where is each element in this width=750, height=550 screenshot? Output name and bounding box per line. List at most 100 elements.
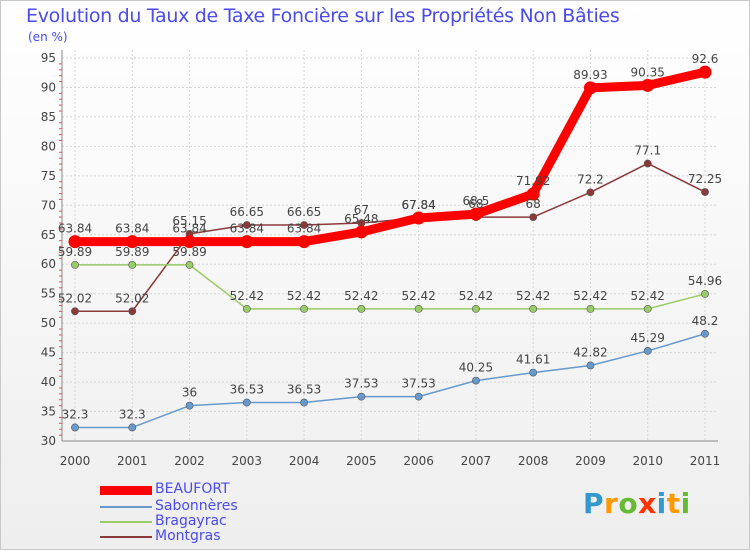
series-line-sabonnères (74, 333, 706, 429)
legend-label-sabonneres: Sabonnères (155, 498, 238, 514)
x-tick-label: 2010 (632, 454, 663, 468)
data-label: 63.84 (58, 222, 92, 236)
data-label: 54.96 (688, 274, 722, 288)
x-tick-label: 2005 (346, 454, 377, 468)
data-point (529, 368, 538, 377)
data-label: 65.15 (172, 214, 206, 228)
data-label: 40.25 (459, 361, 493, 375)
data-point (71, 307, 79, 316)
y-tick-label: 35 (41, 405, 56, 419)
data-point (240, 235, 254, 249)
data-point (414, 392, 423, 401)
x-tick-label: 2006 (403, 454, 434, 468)
chart-unit-label: (en %) (28, 30, 68, 44)
data-label: 67 (354, 203, 369, 217)
data-label: 52.42 (287, 289, 321, 303)
logo-letter: o (618, 487, 639, 520)
data-label: 72.25 (688, 172, 722, 186)
data-label: 32.3 (119, 407, 146, 421)
x-tick-label: 2004 (289, 454, 320, 468)
data-point (297, 235, 311, 249)
data-point (469, 207, 483, 221)
data-label: 66.65 (230, 205, 264, 219)
y-tick-label: 45 (41, 346, 56, 360)
data-label: 89.93 (573, 68, 607, 82)
data-point (128, 260, 137, 269)
data-label: 52.02 (58, 291, 92, 305)
y-tick-label: 65 (41, 228, 56, 242)
data-point (643, 304, 652, 313)
data-point (128, 423, 137, 432)
data-point (185, 260, 194, 269)
data-point (641, 78, 655, 92)
data-label: 71.92 (516, 174, 550, 188)
series-line-beaufort (70, 67, 710, 247)
logo-letter: x (638, 487, 657, 520)
data-label: 45.29 (631, 331, 665, 345)
data-point (242, 398, 251, 407)
data-label: 48.2 (692, 314, 719, 328)
x-tick-label: 2000 (60, 454, 91, 468)
chart-title: Evolution du Taux de Taxe Foncière sur l… (26, 5, 620, 27)
y-tick-label: 50 (41, 316, 56, 330)
data-point (701, 188, 709, 196)
y-tick-label: 80 (41, 139, 56, 153)
data-label: 41.61 (516, 353, 550, 367)
data-point (357, 392, 366, 401)
data-label: 90.35 (631, 65, 665, 79)
legend-swatch-montgras (100, 536, 152, 538)
data-point (526, 187, 540, 201)
data-label: 72.2 (577, 172, 604, 186)
data-point (300, 398, 308, 407)
data-label: 67.84 (401, 198, 435, 212)
data-label: 36.53 (230, 383, 264, 397)
legend-label-bragayrac: Bragayrac (155, 513, 227, 529)
legend-item-beaufort: BEAUFORT (100, 481, 360, 498)
data-label: 37.53 (401, 377, 435, 391)
y-tick-label: 55 (41, 287, 56, 301)
x-tick-label: 2008 (518, 454, 549, 468)
data-label: 65.48 (344, 212, 378, 226)
data-point (414, 304, 423, 313)
y-tick-label: 90 (41, 80, 56, 94)
data-label: 52.42 (230, 289, 264, 303)
y-tick-label: 60 (41, 257, 56, 271)
data-label: 92.6 (692, 52, 719, 66)
data-point (586, 304, 595, 313)
data-label: 52.42 (631, 289, 665, 303)
data-point (412, 211, 426, 225)
data-label: 42.82 (573, 345, 607, 359)
logo-letter: i (680, 487, 691, 520)
data-point (643, 159, 652, 168)
legend-item-montgras: Montgras (100, 528, 360, 545)
proxiti-logo: Proxiti (583, 487, 691, 520)
data-point (586, 188, 595, 197)
data-point (643, 347, 652, 355)
data-point (701, 329, 709, 338)
legend-swatch-beaufort (100, 486, 152, 495)
data-label: 59.89 (58, 245, 92, 259)
data-point (128, 307, 137, 316)
data-label: 37.53 (344, 377, 378, 391)
x-tick-label: 2009 (575, 454, 606, 468)
legend-item-sabonneres: Sabonnères (100, 498, 360, 515)
data-label: 52.02 (115, 291, 149, 305)
data-point (357, 304, 366, 313)
y-tick-label: 70 (41, 198, 56, 212)
data-point (698, 65, 712, 79)
x-tick-label: 2003 (232, 454, 263, 468)
y-tick-label: 85 (41, 110, 56, 124)
data-point (300, 221, 308, 229)
data-point (71, 423, 79, 432)
logo-letter: t (666, 487, 681, 520)
data-label: 52.42 (573, 289, 607, 303)
data-label: 63.84 (230, 222, 264, 236)
data-point (529, 304, 538, 313)
data-label: 63.84 (287, 222, 321, 236)
legend-item-bragayrac: Bragayrac (100, 513, 360, 530)
x-tick-label: 2002 (174, 454, 205, 468)
data-label: 67.84 (401, 198, 435, 212)
data-point (183, 235, 197, 249)
logo-letter: i (656, 487, 667, 520)
